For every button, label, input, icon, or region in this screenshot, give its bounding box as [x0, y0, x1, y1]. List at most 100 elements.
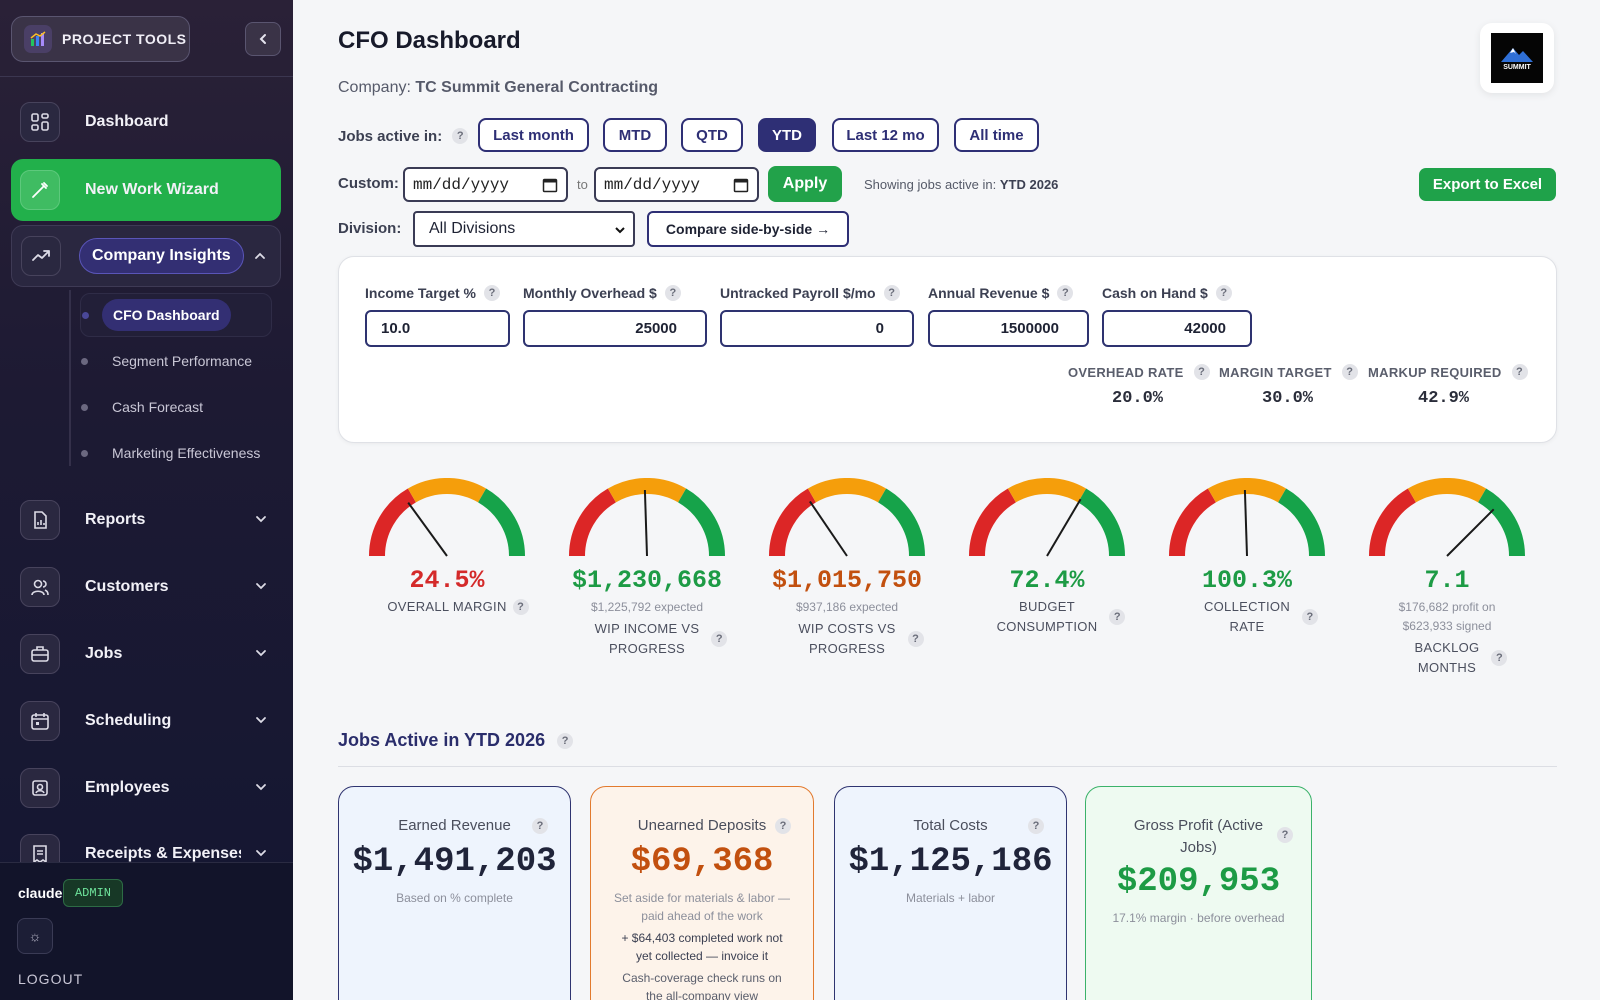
help-icon[interactable]: ? [452, 128, 469, 144]
chevron-down-icon [256, 516, 266, 523]
report-icon [20, 500, 60, 540]
untracked-payroll-input[interactable]: 0 [720, 310, 914, 347]
range-last-month-button[interactable]: Last month [478, 118, 589, 152]
division-selected-value: All Divisions [429, 220, 516, 237]
sidebar-subitem-cash-forecast[interactable]: Cash Forecast [80, 385, 272, 429]
annual-revenue-label: Annual Revenue $? [928, 285, 1074, 301]
cash-on-hand-input[interactable]: 42000 [1102, 310, 1252, 347]
sidebar-item-reports[interactable]: Reports [11, 489, 281, 551]
sidebar-subitem-cfo-dashboard[interactable]: CFO Dashboard [80, 293, 272, 337]
kpi-title: Gross Profit (Active Jobs)? [1130, 815, 1293, 859]
sidebar-subitem-segment-performance[interactable]: Segment Performance [80, 339, 272, 383]
range-mtd-button[interactable]: MTD [603, 118, 667, 152]
gauge-segment [407, 478, 487, 503]
range-ytd-button[interactable]: YTD [758, 118, 816, 152]
gauge-segment [677, 488, 725, 557]
range-qtd-button[interactable]: QTD [681, 118, 743, 152]
income-target-label: Income Target %? [365, 285, 500, 301]
kpi-note: Set aside for materials & labor — paid a… [613, 891, 791, 923]
end-date-input[interactable]: mm/dd/yyyy [594, 167, 759, 202]
mountain-icon [1501, 48, 1533, 62]
help-icon[interactable]: ? [775, 818, 791, 834]
annual-revenue-input[interactable]: 1500000 [928, 310, 1089, 347]
sidebar-item-jobs[interactable]: Jobs [11, 623, 281, 685]
sidebar-item-label: Company Insights [79, 238, 244, 274]
division-select[interactable]: All Divisions [413, 211, 635, 247]
sidebar-subitem-marketing-effectiveness[interactable]: Marketing Effectiveness [80, 431, 272, 475]
gauge: $1,015,750 $937,186 expected WIP COSTS VS P… [757, 478, 937, 659]
sidebar-item-employees[interactable]: Employees [11, 757, 281, 819]
brand-button[interactable]: PROJECT TOOLS [11, 16, 190, 62]
help-icon[interactable]: ? [711, 631, 728, 647]
range-all-time-button[interactable]: All time [954, 118, 1039, 152]
gauge-segment [1207, 478, 1287, 503]
cash-on-hand-label: Cash on Hand $? [1102, 285, 1232, 301]
help-icon[interactable]: ? [664, 285, 681, 301]
logout-link[interactable]: LOGOUT [18, 971, 84, 987]
calendar-icon [733, 178, 749, 193]
kpi-value: $1,125,186 [848, 843, 1053, 881]
help-icon[interactable]: ? [907, 631, 924, 647]
field-label: Cash on Hand $ [1102, 285, 1208, 301]
bullet-icon [81, 403, 88, 411]
help-icon[interactable]: ? [1341, 364, 1358, 380]
untracked-payroll-label: Untracked Payroll $/mo? [720, 285, 900, 301]
sidebar-item-label: Customers [85, 578, 169, 595]
help-icon[interactable]: ? [1028, 818, 1044, 834]
chart-icon [24, 25, 52, 53]
help-icon[interactable]: ? [1511, 364, 1528, 380]
sidebar-item-customers[interactable]: Customers [11, 556, 281, 618]
sidebar-item-scheduling[interactable]: Scheduling [11, 690, 281, 752]
income-target-input[interactable]: 10.0 [365, 310, 510, 347]
gauge-segment [1169, 488, 1217, 557]
theme-toggle-button[interactable]: ☼ [17, 918, 53, 954]
total-costs-card: Total Costs? $1,125,186 Materials + labo… [834, 786, 1067, 1000]
sidebar-item-new-work-wizard[interactable]: New Work Wizard [11, 159, 281, 221]
gauge-value: 72.4% [1009, 566, 1085, 595]
sidebar-item-dashboard[interactable]: Dashboard [11, 91, 281, 153]
gauge-segment [1007, 478, 1087, 503]
gauge-label: WIP COSTS VS PROGRESS? [798, 619, 924, 659]
gauge-segment [1277, 488, 1325, 557]
monthly-overhead-input[interactable]: 25000 [523, 310, 707, 347]
start-date-input[interactable]: mm/dd/yyyy [403, 167, 568, 202]
help-icon[interactable]: ? [557, 732, 574, 749]
gauge: 72.4% BUDGET CONSUMPTION? [957, 478, 1137, 637]
gauge-needle [643, 489, 648, 557]
overhead-rate-value: 20.0% [1112, 389, 1164, 408]
kpi-note: Based on % complete [396, 891, 513, 905]
grid-icon [20, 102, 60, 142]
sidebar-item-label: Jobs [85, 645, 123, 662]
date-placeholder: mm/dd/yyyy [604, 175, 701, 194]
compare-side-by-side-button[interactable]: Compare side-by-side → [647, 211, 849, 247]
gauge-subtext: $176,682 profit on $623,933 signed [1398, 600, 1496, 633]
apply-button[interactable]: Apply [768, 166, 842, 202]
page-title: CFO Dashboard [338, 27, 521, 54]
help-icon[interactable]: ? [512, 599, 529, 615]
sidebar-item-label: Dashboard [85, 113, 169, 130]
chevron-down-icon [256, 583, 266, 590]
gauge-value: 24.5% [409, 566, 485, 595]
help-icon[interactable]: ? [883, 285, 900, 301]
help-icon[interactable]: ? [1277, 827, 1293, 843]
collapse-sidebar-button[interactable] [245, 22, 281, 56]
help-icon[interactable]: ? [1057, 285, 1074, 301]
help-icon[interactable]: ? [484, 285, 500, 301]
range-last-12-mo-button[interactable]: Last 12 mo [832, 118, 939, 152]
export-to-excel-button[interactable]: Export to Excel [1419, 168, 1556, 201]
sidebar-item-label: Scheduling [85, 712, 172, 729]
help-icon[interactable]: ? [1193, 364, 1210, 380]
wand-icon [20, 170, 60, 210]
help-icon[interactable]: ? [1491, 650, 1508, 666]
help-icon[interactable]: ? [1109, 609, 1126, 625]
date-range-to: to [577, 177, 588, 192]
sidebar-item-company-insights[interactable]: Company Insights [11, 225, 281, 287]
sidebar-subitem-label: Cash Forecast [112, 399, 204, 415]
help-icon[interactable]: ? [532, 818, 548, 834]
gauge-label-line: PROGRESS [608, 641, 686, 656]
gauge-segment [369, 488, 417, 557]
help-icon[interactable]: ? [1215, 285, 1232, 301]
gauge-label: BACKLOG MONTHS? [1415, 638, 1508, 678]
help-icon[interactable]: ? [1302, 609, 1319, 625]
gauge-segment [1369, 488, 1417, 557]
